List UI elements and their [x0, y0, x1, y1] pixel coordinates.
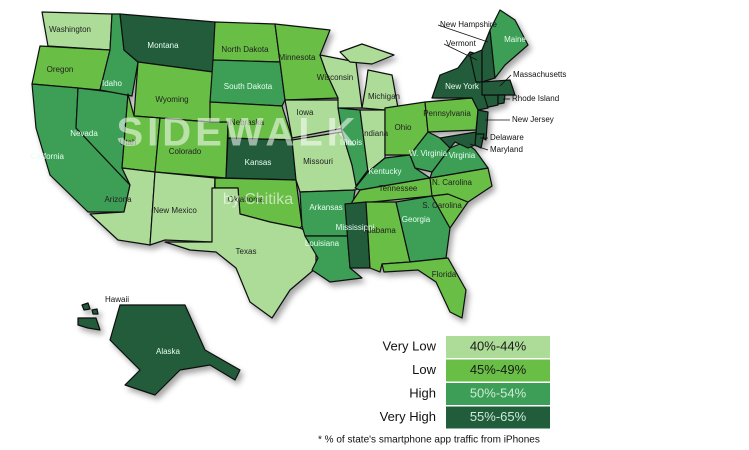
state-label: Oklahoma [228, 195, 265, 204]
legend-label: Very Low [383, 338, 437, 353]
state-label: Maine [504, 35, 526, 44]
state [81, 302, 91, 311]
state-label: Hawaii [105, 295, 129, 304]
leader-line [437, 24, 489, 43]
legend-label: Very High [380, 409, 436, 424]
state-label: New York [445, 82, 480, 91]
state-label: Alaska [156, 347, 181, 356]
state-label: Texas [236, 247, 257, 256]
state-label: Delaware [490, 133, 524, 142]
state-label: Arkansas [309, 203, 342, 212]
state [481, 79, 516, 96]
state-label: Ohio [395, 123, 412, 132]
state-label: New Hampshire [440, 20, 497, 29]
state-label: Rhode Island [512, 94, 559, 103]
state [109, 304, 241, 396]
legend-swatch [446, 383, 550, 405]
state-label: Vermont [446, 39, 477, 48]
state-label: Georgia [402, 215, 431, 224]
state-label: Massachusetts [513, 70, 566, 79]
legend-swatch [446, 406, 550, 429]
state [77, 317, 101, 331]
legend-swatch [446, 336, 550, 358]
state-label: Michigan [368, 92, 400, 101]
legend: Very Low 40%-44% Low 45%-49% High 50%-54% Very… [380, 336, 550, 429]
state-label: Kansas [245, 158, 272, 167]
state [339, 43, 395, 65]
state-label: Virginia [449, 151, 476, 160]
state-label: W. Virginia [409, 149, 448, 158]
state [91, 308, 99, 315]
state-label: Indiana [362, 129, 389, 138]
state-label: Arizona [104, 195, 132, 204]
legend-range: 40%-44% [470, 338, 527, 353]
state [212, 21, 281, 63]
state [164, 187, 317, 319]
state-label: New Jersey [512, 115, 554, 124]
watermark-subtitle: by Chitika [223, 191, 293, 208]
state [209, 59, 286, 107]
legend-label: Low [412, 362, 436, 377]
leader-line [499, 74, 512, 87]
state [381, 257, 467, 319]
state-label: S. Carolina [422, 201, 462, 210]
state [475, 109, 489, 141]
state [344, 201, 371, 269]
state-label: Washington [49, 25, 91, 34]
state-label: North Dakota [221, 45, 269, 54]
state-label: Alabama [364, 226, 396, 235]
state [489, 9, 529, 79]
state-label: Kentucky [369, 167, 402, 176]
state [395, 195, 451, 263]
state [149, 171, 216, 246]
state-labels: Washington Oregon California Nevada Idaho Mon… [30, 20, 566, 356]
state-label: South Dakota [224, 82, 273, 91]
state-label: Minnesota [279, 53, 316, 62]
state-label: Colorado [169, 147, 202, 156]
state-label: Missouri [303, 157, 333, 166]
state [497, 94, 506, 105]
state-label: Pennsylvania [423, 109, 471, 118]
state [439, 131, 477, 149]
state [361, 69, 399, 111]
state-label: Tennessee [379, 184, 418, 193]
state-label: Montana [147, 41, 179, 50]
state-label: Nevada [70, 129, 98, 138]
state-label: Oregon [47, 65, 74, 74]
leader-line [443, 43, 478, 61]
legend-label: High [409, 385, 436, 400]
legend-range: 50%-54% [470, 385, 527, 400]
legend-range: 45%-49% [470, 362, 527, 377]
state-label: Utah [120, 138, 137, 147]
footnote: * % of state's smartphone app traffic fr… [318, 435, 540, 446]
state-label: Nebraska [230, 118, 265, 127]
legend-swatch [446, 359, 550, 382]
state-label: New Mexico [153, 206, 197, 215]
state-label: Illinois [340, 138, 362, 147]
state-label: Idaho [102, 79, 123, 88]
states [31, 9, 529, 396]
state-label: N. Carolina [432, 178, 473, 187]
state-label: Florida [432, 270, 457, 279]
state-label: Mississippi [336, 223, 375, 232]
leader-line [469, 143, 489, 151]
state-label: Maryland [490, 145, 523, 154]
state-label: Louisiana [305, 239, 340, 248]
state-label: Iowa [297, 108, 314, 117]
state-label: California [30, 152, 64, 161]
state-label: Wyoming [155, 95, 188, 104]
watermark-title: SIDEWALK [116, 111, 359, 155]
legend-range: 55%-65% [470, 409, 527, 424]
state-label: Wisconsin [317, 73, 353, 82]
